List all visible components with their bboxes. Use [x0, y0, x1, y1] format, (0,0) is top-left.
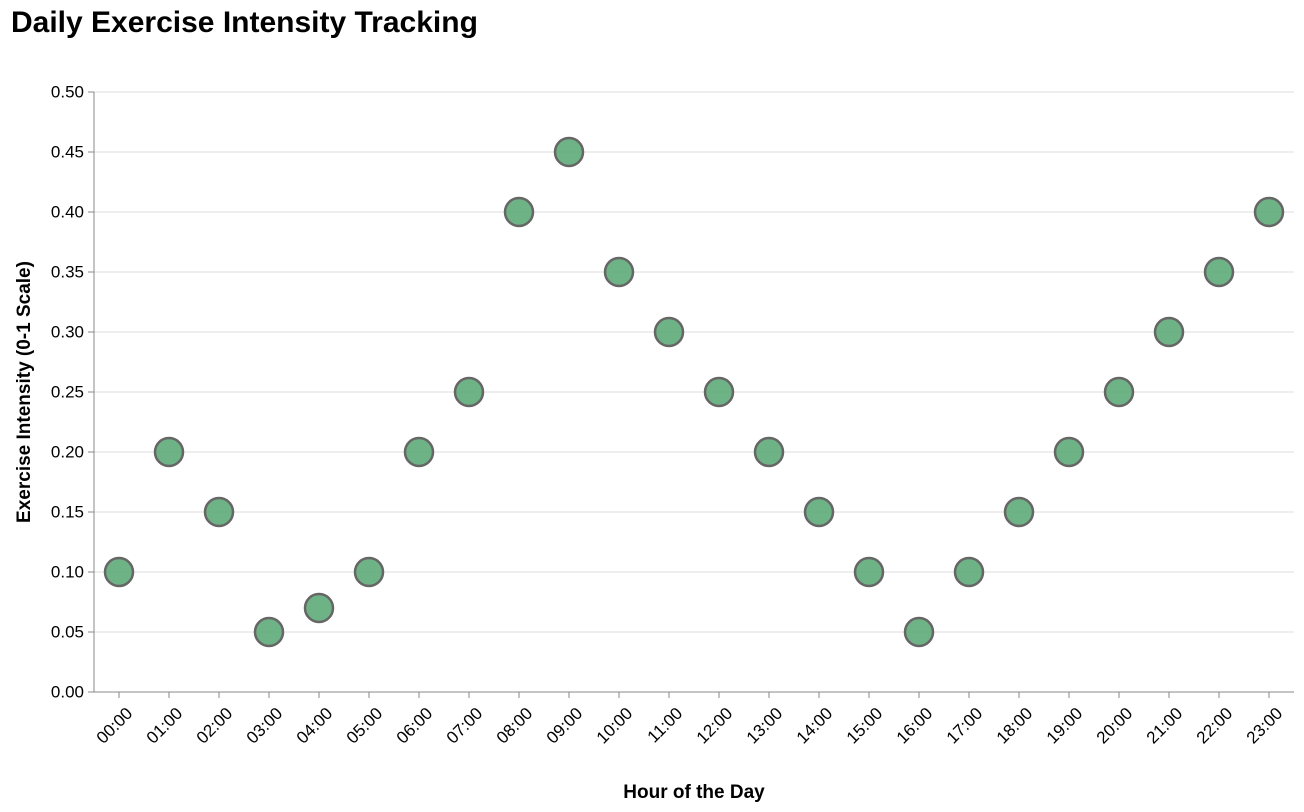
x-tick-label: 11:00	[644, 704, 687, 747]
data-point	[353, 556, 385, 588]
x-tick-label: 06:00	[393, 704, 437, 748]
x-tick-label: 01:00	[143, 704, 187, 748]
x-tick-label: 12:00	[693, 704, 737, 748]
x-tick-label: 05:00	[343, 704, 387, 748]
y-tick-label: 0.25	[51, 383, 84, 402]
y-tick-label: 0.00	[51, 683, 84, 702]
y-tick-label: 0.35	[51, 263, 84, 282]
data-point	[903, 616, 935, 648]
x-tick-label: 18:00	[993, 704, 1037, 748]
x-tick-label: 07:00	[443, 704, 487, 748]
x-axis-title: Hour of the Day	[623, 782, 765, 803]
y-tick-label: 0.15	[51, 503, 84, 522]
data-point	[1203, 256, 1235, 288]
x-tick-label: 02:00	[193, 704, 237, 748]
data-point	[603, 256, 635, 288]
x-tick-label: 17:00	[943, 704, 987, 748]
x-tick-label: 20:00	[1093, 704, 1137, 748]
data-point	[653, 316, 685, 348]
data-point	[453, 376, 485, 408]
y-axis-title: Exercise Intensity (0-1 Scale)	[14, 261, 35, 523]
x-tick-label: 08:00	[493, 704, 537, 748]
data-point	[803, 496, 835, 528]
data-point	[703, 376, 735, 408]
data-point	[753, 436, 785, 468]
data-point	[253, 616, 285, 648]
x-tick-label: 23:00	[1243, 704, 1287, 748]
x-tick-label: 03:00	[243, 704, 287, 748]
chart-title: Daily Exercise Intensity Tracking	[11, 6, 478, 39]
data-point	[1103, 376, 1135, 408]
y-tick-label: 0.30	[51, 323, 84, 342]
x-tick-label: 15:00	[843, 704, 887, 748]
data-point	[1003, 496, 1035, 528]
x-tick-label: 21:00	[1143, 704, 1187, 748]
data-point	[153, 436, 185, 468]
y-tick-label: 0.45	[51, 143, 84, 162]
y-axis-ticks: 0.00 0.05 0.10 0.15 0.20 0.25 0.30 0.35 0.40 0.45…	[51, 83, 94, 702]
data-point	[553, 136, 585, 168]
x-tick-label: 10:00	[593, 704, 637, 748]
data-point	[203, 496, 235, 528]
data-point	[303, 592, 335, 624]
x-tick-label: 00:00	[93, 704, 137, 748]
data-point	[1253, 196, 1285, 228]
x-tick-label: 14:00	[793, 704, 837, 748]
y-tick-label: 0.10	[51, 563, 84, 582]
data-point	[1053, 436, 1085, 468]
y-tick-label: 0.40	[51, 203, 84, 222]
x-tick-label: 19:00	[1043, 704, 1087, 748]
data-point	[853, 556, 885, 588]
data-point	[503, 196, 535, 228]
grid-lines	[94, 91, 1294, 693]
y-tick-label: 0.05	[51, 623, 84, 642]
data-point	[403, 436, 435, 468]
x-tick-label: 04:00	[293, 704, 337, 748]
data-points	[103, 136, 1285, 648]
x-tick-label: 22:00	[1193, 704, 1237, 748]
data-point	[953, 556, 985, 588]
y-tick-label: 0.20	[51, 443, 84, 462]
x-axis-ticks: 00:00 01:00 02:00 03:00 04:00 05:00 06:00 07:00…	[93, 692, 1287, 748]
x-tick-label: 13:00	[743, 704, 787, 748]
x-tick-label: 09:00	[543, 704, 587, 748]
y-tick-label: 0.50	[51, 83, 84, 102]
x-tick-label: 16:00	[893, 704, 937, 748]
data-point	[103, 556, 135, 588]
data-point	[1153, 316, 1185, 348]
